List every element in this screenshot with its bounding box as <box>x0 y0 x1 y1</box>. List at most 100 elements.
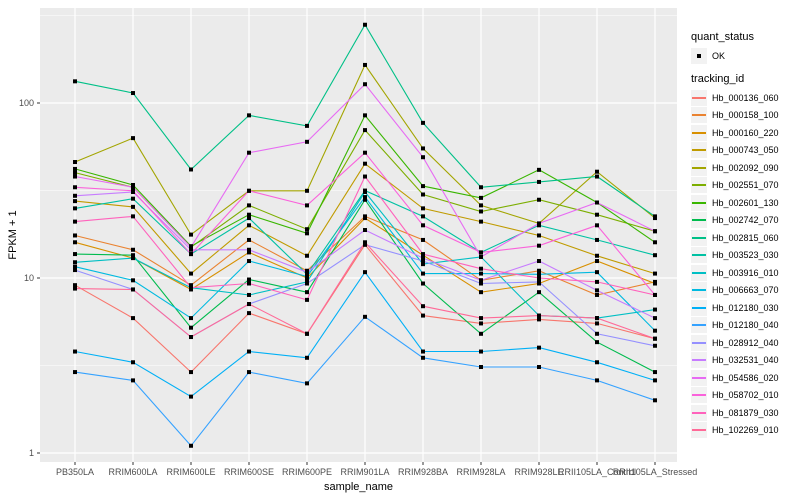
legend-key <box>691 247 707 263</box>
data-point <box>537 279 541 284</box>
legend-key <box>691 124 707 141</box>
data-point <box>595 292 599 297</box>
data-point <box>131 287 135 292</box>
data-point <box>189 394 193 399</box>
legend-label: Hb_012180_040 <box>712 320 779 330</box>
data-point <box>595 270 599 275</box>
data-point <box>479 266 483 271</box>
data-point <box>653 240 657 245</box>
data-point <box>247 188 251 193</box>
data-point <box>595 212 599 217</box>
data-point <box>131 360 135 365</box>
data-point <box>479 365 483 370</box>
data-point <box>305 253 309 258</box>
data-point <box>363 150 367 155</box>
legend-label: Hb_102269_010 <box>712 425 779 435</box>
data-point <box>421 271 425 276</box>
legend-key <box>691 229 707 246</box>
legend-item: Hb_012180_040 <box>691 317 799 334</box>
data-point <box>363 216 367 221</box>
data-point <box>305 290 309 295</box>
data-point <box>247 311 251 316</box>
legend-item: Hb_002742_070 <box>691 212 799 229</box>
legend-color-line-icon <box>692 306 706 309</box>
data-point <box>73 185 77 190</box>
legend-label: Hb_003916_010 <box>712 267 779 278</box>
data-point <box>363 174 367 179</box>
data-point <box>305 227 309 232</box>
data-point <box>247 223 251 228</box>
legend-color-line-icon <box>692 149 706 151</box>
data-point <box>189 325 193 330</box>
data-point <box>421 355 425 360</box>
data-point <box>421 155 425 160</box>
data-point <box>363 190 367 195</box>
data-point <box>73 370 77 375</box>
data-point <box>479 271 483 276</box>
data-point <box>537 233 541 238</box>
data-point <box>363 197 367 202</box>
data-point <box>305 355 309 360</box>
legend-key <box>691 387 707 403</box>
data-point <box>189 167 193 172</box>
legend-label: Hb_000136_060 <box>712 92 779 103</box>
data-point <box>305 297 309 302</box>
data-point <box>305 139 309 144</box>
legend-quant-status-items: OK <box>691 47 799 64</box>
data-point <box>247 150 251 155</box>
data-point <box>363 242 367 247</box>
data-point <box>247 113 251 118</box>
data-point <box>73 170 77 175</box>
data-point <box>189 232 193 237</box>
legend-label: Hb_012180_030 <box>712 302 779 313</box>
data-point <box>73 283 77 288</box>
legend-color-line-icon <box>692 114 706 116</box>
legend-color-line-icon <box>692 184 706 186</box>
data-point <box>305 331 309 336</box>
legend-item: Hb_000743_050 <box>691 142 799 159</box>
legend-key <box>691 142 707 158</box>
data-point <box>595 169 599 174</box>
x-tick-label: PB350LA <box>56 467 94 477</box>
data-point <box>131 204 135 209</box>
legend-key <box>691 299 707 316</box>
data-point <box>247 292 251 297</box>
legend-label: Hb_006663_070 <box>712 285 779 295</box>
data-point <box>131 188 135 193</box>
legend-label: Hb_002815_060 <box>712 232 779 243</box>
data-point <box>189 271 193 276</box>
y-tick-label: 1 <box>29 448 34 458</box>
data-point <box>653 229 657 234</box>
legend-label: Hb_058702_010 <box>712 390 779 400</box>
data-point <box>247 281 251 286</box>
data-point <box>653 214 657 219</box>
legend-label: OK <box>712 50 726 61</box>
legend-item: Hb_002601_130 <box>691 194 799 211</box>
quant-status-point-icon <box>697 53 701 58</box>
data-point <box>131 278 135 283</box>
data-point <box>479 349 483 354</box>
legend-item: Hb_058702_010 <box>691 387 799 404</box>
data-point <box>537 268 541 273</box>
legend-label: Hb_000160_220 <box>712 127 779 138</box>
legend-item: Hb_081879_030 <box>691 404 799 421</box>
data-point <box>595 378 599 383</box>
data-point <box>363 113 367 118</box>
data-point <box>189 283 193 288</box>
data-point <box>595 200 599 205</box>
data-point <box>479 321 483 326</box>
data-point <box>595 237 599 242</box>
data-point <box>247 302 251 307</box>
data-point <box>421 192 425 197</box>
data-point <box>595 259 599 264</box>
legend-item: Hb_000160_220 <box>691 124 799 141</box>
data-point <box>363 270 367 275</box>
data-point <box>131 253 135 258</box>
legend-label: Hb_000743_050 <box>712 145 779 155</box>
data-point <box>247 216 251 221</box>
data-point <box>305 188 309 193</box>
data-point <box>305 123 309 128</box>
legend-key <box>691 352 707 368</box>
data-point <box>421 256 425 261</box>
